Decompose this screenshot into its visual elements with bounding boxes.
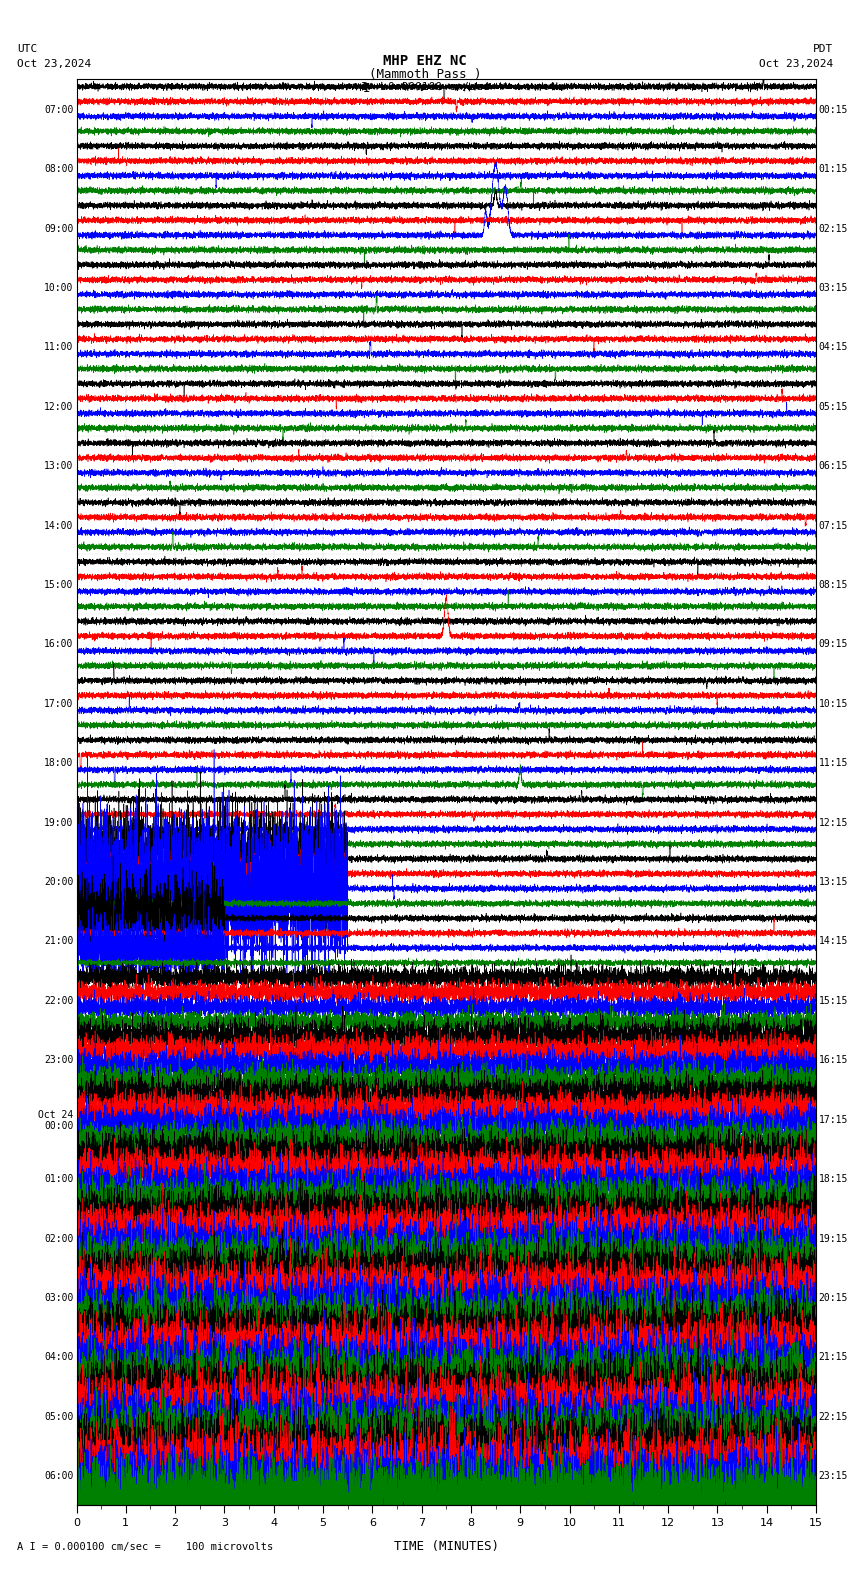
X-axis label: TIME (MINUTES): TIME (MINUTES) (394, 1540, 499, 1554)
Text: A I = 0.000100 cm/sec =    100 microvolts: A I = 0.000100 cm/sec = 100 microvolts (17, 1543, 273, 1552)
Text: PDT: PDT (813, 44, 833, 54)
Text: I: I (362, 82, 370, 95)
Text: MHP EHZ NC: MHP EHZ NC (383, 54, 467, 68)
Text: Oct 23,2024: Oct 23,2024 (17, 59, 91, 68)
Text: UTC: UTC (17, 44, 37, 54)
Text: Oct 23,2024: Oct 23,2024 (759, 59, 833, 68)
Text: (Mammoth Pass ): (Mammoth Pass ) (369, 68, 481, 81)
Text: I = 0.000100 cm/sec: I = 0.000100 cm/sec (361, 82, 489, 92)
